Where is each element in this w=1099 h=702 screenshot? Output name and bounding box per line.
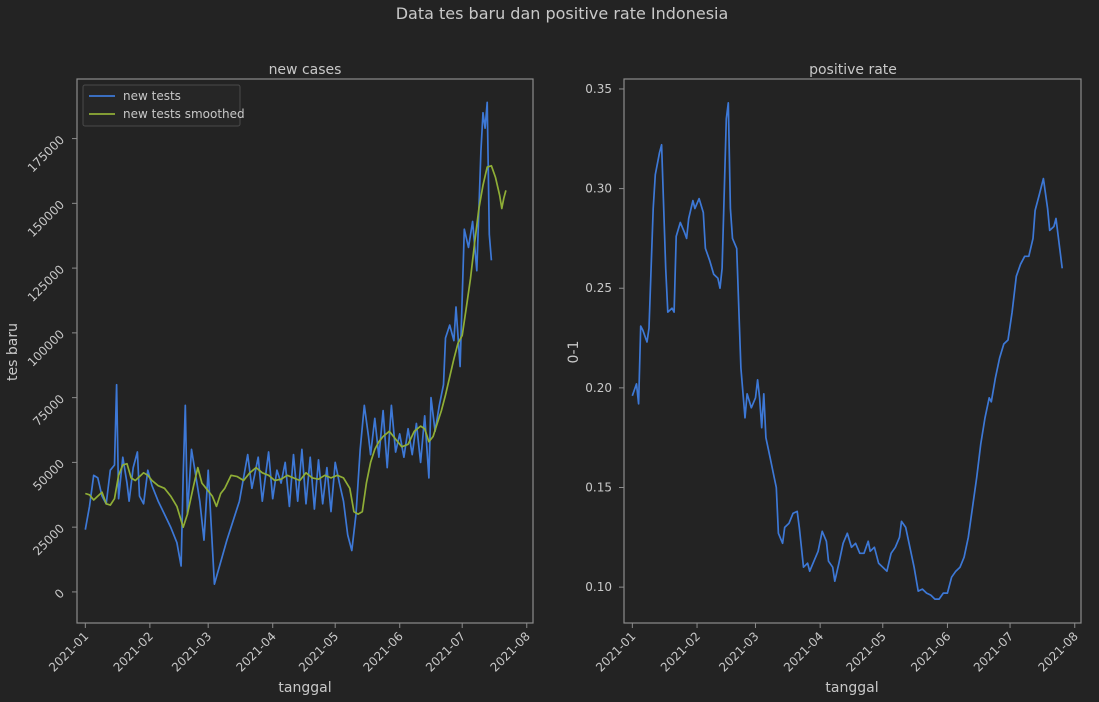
chart-title: positive rate xyxy=(809,62,897,78)
y-tick-label: 0.35 xyxy=(585,82,612,96)
series-line-new-tests-smoothed xyxy=(85,164,507,529)
figure-suptitle: Data tes baru dan positive rate Indonesi… xyxy=(396,4,729,23)
axes-frame xyxy=(623,78,1082,624)
legend-box xyxy=(82,84,241,127)
legend-entry: new tests smoothed xyxy=(123,107,245,121)
y-tick-label: 0.30 xyxy=(585,182,612,196)
series-line-positive-rate xyxy=(631,102,1064,600)
legend-entry: new tests xyxy=(123,89,181,103)
y-axis-label: 0-1 xyxy=(566,341,582,364)
axes-frame xyxy=(76,78,534,624)
x-axis-label: tanggal xyxy=(278,680,331,696)
y-tick-label: 0.20 xyxy=(585,381,612,395)
y-tick-label: 0.25 xyxy=(585,281,612,295)
legend: new tests new tests smoothed xyxy=(82,84,245,127)
y-tick-label: 0.15 xyxy=(585,480,612,494)
chart-title: new cases xyxy=(269,62,342,78)
series-line-new-tests xyxy=(84,101,493,585)
y-axis-label: tes baru xyxy=(5,323,21,381)
y-tick-label: 0.10 xyxy=(585,580,612,594)
x-axis-label: tanggal xyxy=(825,680,878,696)
